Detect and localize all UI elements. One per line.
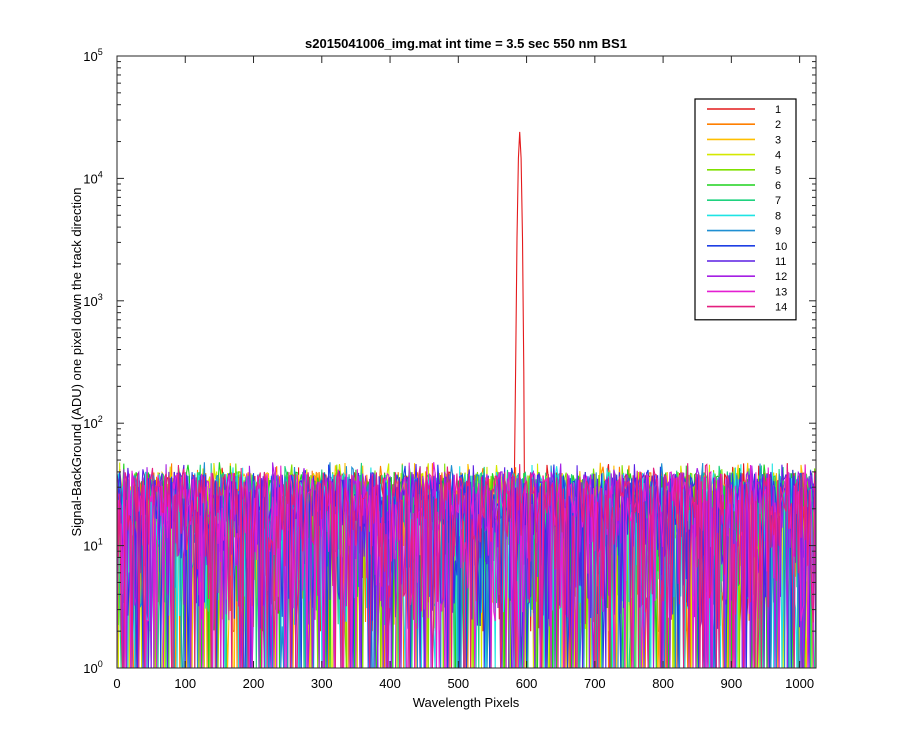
x-tick-label: 900 — [721, 676, 743, 691]
y-tick-label: 101 — [83, 537, 102, 554]
x-tick-label: 1000 — [785, 676, 814, 691]
legend-label-11: 11 — [775, 256, 786, 268]
legend-label-10: 10 — [775, 241, 787, 253]
y-tick-label: 100 — [83, 659, 102, 676]
legend-label-2: 2 — [775, 119, 781, 131]
legend-box — [694, 98, 797, 321]
legend-label-13: 13 — [775, 286, 787, 298]
axes-layer: 0 100 200 300 400 500 600 700 800 900 100010010110… — [83, 47, 817, 691]
legend-label-6: 6 — [775, 180, 781, 192]
legend-label-9: 9 — [775, 226, 781, 238]
series-line-14 — [117, 463, 816, 668]
x-axis-label: Wavelength Pixels — [413, 695, 520, 710]
legend-label-5: 5 — [775, 165, 781, 177]
x-tick-label: 400 — [379, 676, 401, 691]
legend-label-1: 1 — [775, 104, 781, 116]
y-axis-label: Signal-BackGround (ADU) one pixel down t… — [69, 187, 84, 536]
y-tick-label: 105 — [83, 47, 102, 64]
x-tick-label: 100 — [174, 676, 196, 691]
x-tick-label: 600 — [516, 676, 538, 691]
x-tick-label: 500 — [447, 676, 469, 691]
y-tick-label: 103 — [83, 292, 102, 309]
series-layer — [117, 131, 816, 668]
plot-frame — [116, 55, 817, 669]
x-tick-label: 300 — [311, 676, 333, 691]
x-tick-label: 700 — [584, 676, 606, 691]
y-tick-label: 102 — [83, 414, 102, 431]
x-tick-label: 800 — [652, 676, 674, 691]
legend-label-12: 12 — [775, 271, 787, 283]
legend-label-14: 14 — [775, 302, 787, 314]
x-tick-label: 200 — [243, 676, 265, 691]
legend-label-4: 4 — [775, 150, 781, 162]
y-tick-label: 104 — [83, 169, 102, 186]
x-tick-label: 0 — [113, 676, 120, 691]
chart-title: s2015041006_img.mat int time = 3.5 sec 5… — [305, 36, 627, 51]
legend-label-7: 7 — [775, 195, 781, 207]
legend-label-3: 3 — [775, 134, 781, 146]
legend-label-8: 8 — [775, 210, 781, 222]
